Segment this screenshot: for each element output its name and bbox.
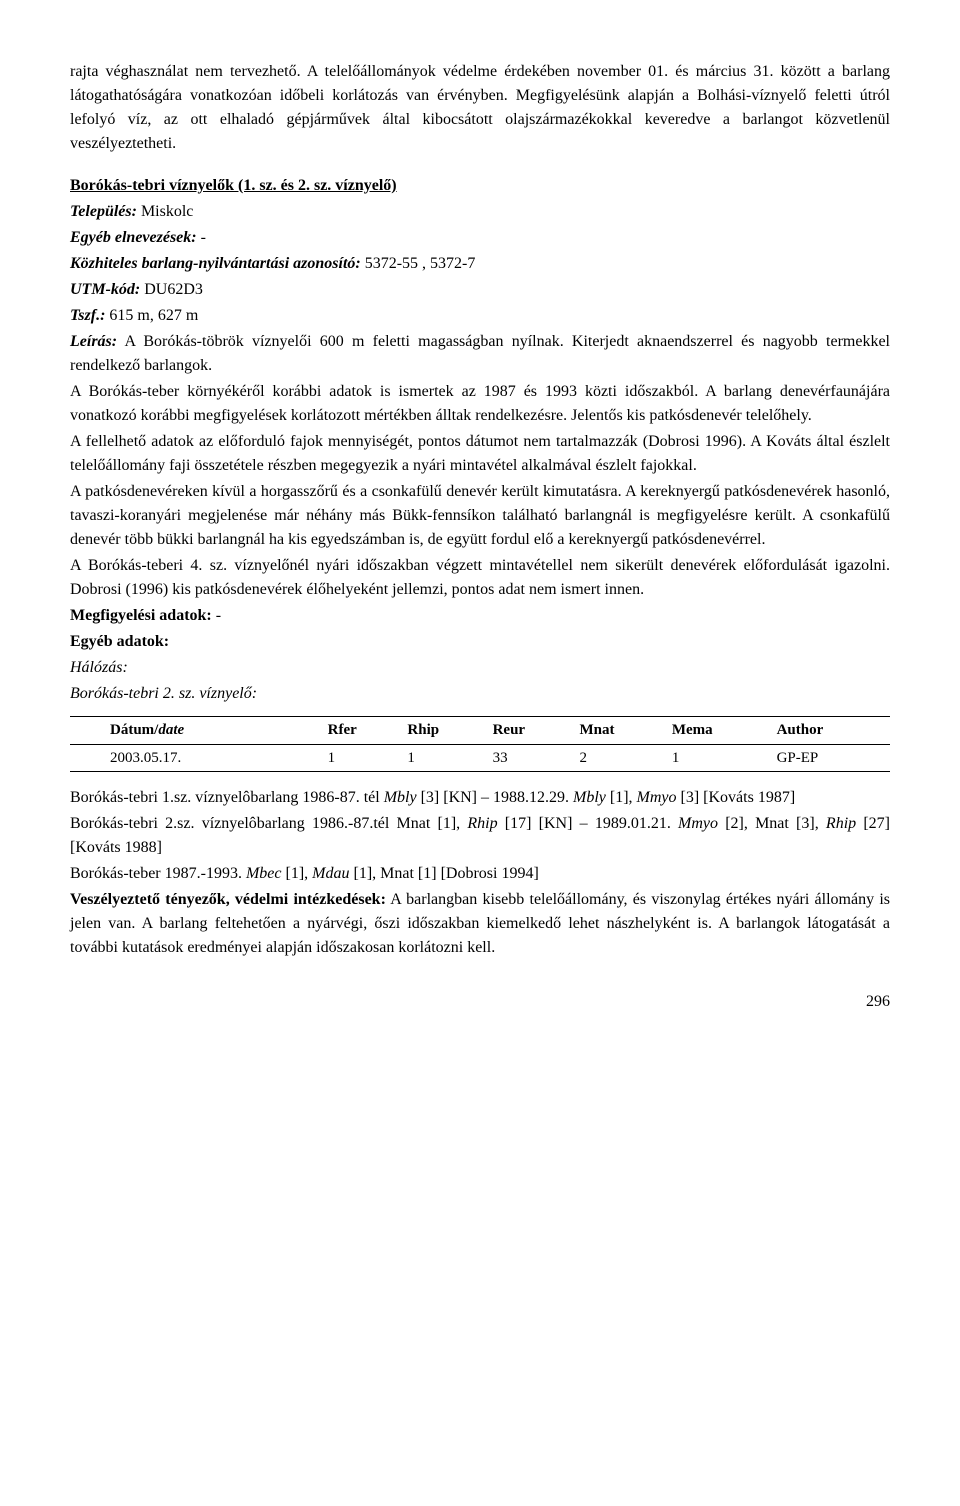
cell-reur: 33 [489, 744, 576, 772]
label-veszely: Veszélyeztető tényezők, védelmi intézked… [70, 891, 386, 908]
ref-line-1: Borókás-tebri 1.sz. víznyelôbarlang 1986… [70, 786, 890, 810]
cell-rhip: 1 [403, 744, 488, 772]
table-header-row: Dátum/date Rfer Rhip Reur Mnat Mema Auth… [70, 717, 890, 745]
label-tszf: Tszf.: [70, 307, 105, 324]
label-egyeb-adat: Egyéb adatok: [70, 630, 890, 654]
field-leiras: Leírás: A Borókás-töbrök víznyelői 600 m… [70, 330, 890, 378]
field-tszf: Tszf.: 615 m, 627 m [70, 304, 890, 328]
section-title: Borókás-tebri víznyelők (1. sz. és 2. sz… [70, 174, 890, 198]
data-table: Dátum/date Rfer Rhip Reur Mnat Mema Auth… [70, 716, 890, 772]
desc-para-d: A Borókás-teberi 4. sz. víznyelőnél nyár… [70, 554, 890, 602]
label-telepules: Település: [70, 203, 137, 220]
field-veszely: Veszélyeztető tényezők, védelmi intézked… [70, 888, 890, 960]
value-egyeb-elnev: - [197, 229, 206, 246]
cell-rfer: 1 [324, 744, 404, 772]
col-date: Dátum/date [70, 717, 324, 745]
label-kozhiteles: Közhiteles barlang-nyilvántartási azonos… [70, 255, 361, 272]
col-rfer: Rfer [324, 717, 404, 745]
ref-line-2: Borókás-tebri 2.sz. víznyelôbarlang 1986… [70, 812, 890, 860]
cell-mema: 1 [668, 744, 773, 772]
value-megfigy: - [212, 607, 221, 624]
page-number: 296 [70, 990, 890, 1014]
field-egyeb-elnev: Egyéb elnevezések: - [70, 226, 890, 250]
label-utm: UTM-kód: [70, 281, 140, 298]
col-mema: Mema [668, 717, 773, 745]
field-kozhiteles: Közhiteles barlang-nyilvántartási azonos… [70, 252, 890, 276]
desc-para-b: A fellelhető adatok az előforduló fajok … [70, 430, 890, 478]
ref-line-3: Borókás-teber 1987.-1993. Mbec [1], Mdau… [70, 862, 890, 886]
table-row: 2003.05.17. 1 1 33 2 1 GP-EP [70, 744, 890, 772]
value-telepules: Miskolc [137, 203, 193, 220]
cell-date: 2003.05.17. [70, 744, 324, 772]
desc-para-a: A Borókás-teber környékéről korábbi adat… [70, 380, 890, 428]
value-kozhiteles: 5372-55 , 5372-7 [361, 255, 476, 272]
label-leiras: Leírás: [70, 333, 117, 350]
label-megfigy: Megfigyelési adatok: [70, 607, 212, 624]
cell-author: GP-EP [773, 744, 890, 772]
col-rhip: Rhip [403, 717, 488, 745]
cell-mnat: 2 [576, 744, 668, 772]
intro-paragraph: rajta véghasználat nem tervezhető. A tel… [70, 60, 890, 156]
value-tszf: 615 m, 627 m [105, 307, 198, 324]
label-egyeb-elnev: Egyéb elnevezések: [70, 229, 197, 246]
col-mnat: Mnat [576, 717, 668, 745]
field-utm: UTM-kód: DU62D3 [70, 278, 890, 302]
leiras-body: A Borókás-töbrök víznyelői 600 m feletti… [70, 333, 890, 374]
desc-para-c: A patkósdenevéreken kívül a horgasszőrű … [70, 480, 890, 552]
label-halozas: Hálózás: [70, 656, 890, 680]
col-author: Author [773, 717, 890, 745]
value-utm: DU62D3 [140, 281, 203, 298]
field-megfigy: Megfigyelési adatok: - [70, 604, 890, 628]
col-reur: Reur [489, 717, 576, 745]
halozas-sub: Borókás-tebri 2. sz. víznyelő: [70, 682, 890, 706]
field-telepules: Település: Miskolc [70, 200, 890, 224]
